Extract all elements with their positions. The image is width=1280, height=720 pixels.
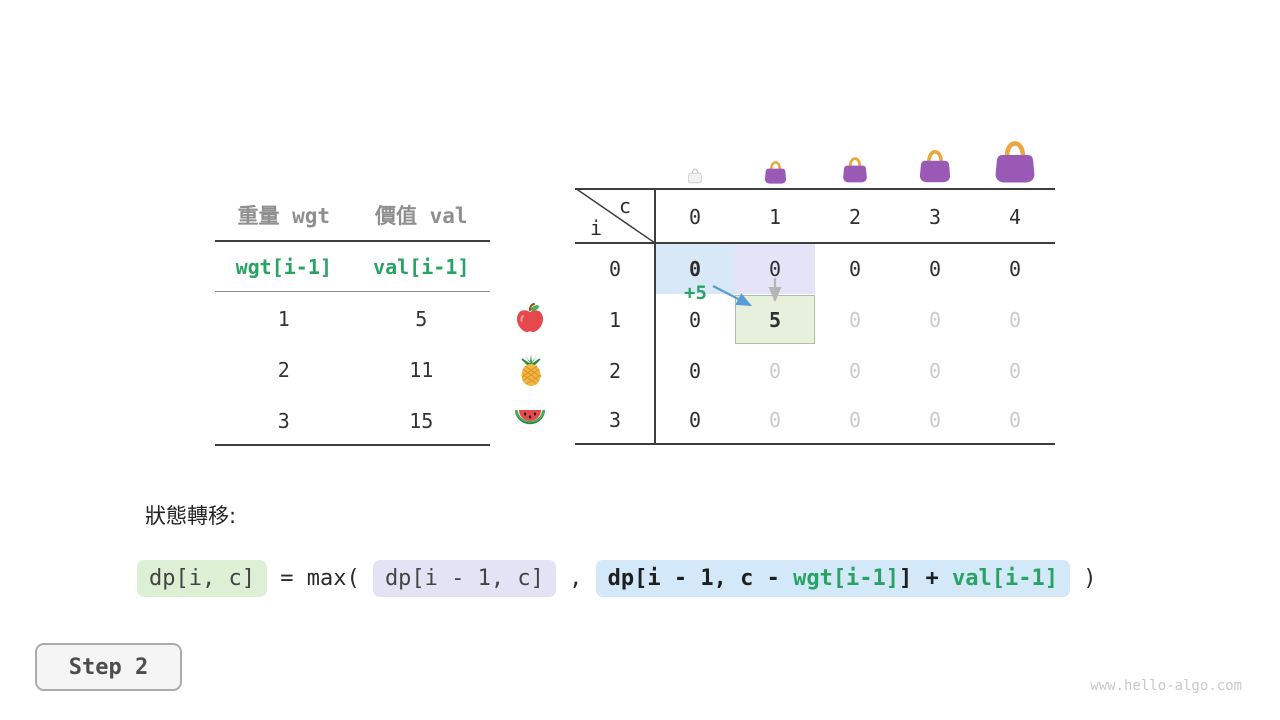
dp-rule-top [575,188,1055,190]
col-header-c4: 4 [1008,205,1022,229]
weight-col-header: 重量 wgt [237,204,331,228]
dp-cell-r3-c0: 0 [688,408,702,432]
dp-cell-r0-c3: 0 [928,257,942,281]
dp-cell-r2-c3: 0 [928,359,942,383]
corner-i-label: i [589,216,603,240]
formula-arg-take-val: val[i-1] [952,566,1058,591]
dp-cell-r2-c2: 0 [848,359,862,383]
take-item-arrow [712,285,752,307]
formula-eq-max: = max( [266,566,373,591]
row-header-i0: 0 [608,257,622,281]
dp-cell-r3-c3: 0 [928,408,942,432]
watermark: www.hello-algo.com [1090,678,1242,694]
dp-rule-bottom [575,443,1055,445]
dp-cell-r0-c4: 0 [1008,257,1022,281]
dp-cell-r0-c0: 0 [688,257,702,281]
formula-lhs: dp[i, c] [137,560,267,597]
table-rule-bottom [215,444,490,446]
item2-weight: 2 [277,357,290,382]
col-header-c0: 0 [688,205,702,229]
weight-value-table: 重量 wgt 價值 val wgt[i-1] val[i-1] 1 5 2 11… [215,190,490,448]
wgt-index-label: wgt[i-1] [235,254,332,279]
table-row: 2 11 [215,344,490,395]
formula-close-paren: ) [1070,566,1097,591]
formula-arg-take-wgt: wgt[i-1] [793,566,900,591]
apple-icon [514,302,546,334]
transition-arrows [712,278,782,307]
pineapple-icon [515,353,547,387]
bag-icon-2 [841,157,869,184]
state-transition-label: 狀態轉移: [145,504,237,528]
formula-arg-take-prefix: dp[i - 1, c - [607,566,794,591]
bag-icon-3 [917,150,953,184]
watermelon-icon [513,406,547,432]
item2-value: 11 [409,357,434,382]
dp-cell-r2-c0: 0 [688,359,702,383]
dp-cell-r1-c2: 0 [848,308,862,332]
table-rule-top [215,240,490,242]
dp-cell-r0-c2: 0 [848,257,862,281]
dp-cell-r1-c3: 0 [928,308,942,332]
corner-c-label: c [618,194,632,218]
item1-weight: 1 [277,306,290,331]
dp-corner-diagonal [575,188,655,243]
dp-rule-vertical [654,188,656,445]
bag-icon-empty [687,168,703,184]
dp-cell-r1-c4: 0 [1008,308,1022,332]
table-row: 3 15 [215,395,490,446]
table-row: 1 5 [215,293,490,344]
formula-arg-take: dp[i - 1, c - wgt[i-1]] + val[i-1] [595,560,1070,597]
bag-icon-4 [992,141,1038,185]
col-header-c1: 1 [768,205,782,229]
dp-cell-r3-c4: 0 [1008,408,1022,432]
dp-cell-r1-c1: 5 [768,308,782,332]
dp-cell-r0-c1: 0 [768,257,782,281]
dp-cell-r2-c4: 0 [1008,359,1022,383]
formula-arg-skip: dp[i - 1, c] [372,560,556,597]
item1-value: 5 [415,306,428,331]
highlight-cell-i0-c0 [656,244,735,294]
dp-cell-r3-c2: 0 [848,408,862,432]
row-header-i2: 2 [608,359,622,383]
step-badge: Step 2 [35,643,182,691]
dp-cell-r2-c1: 0 [768,359,782,383]
row-header-i3: 3 [608,408,622,432]
formula-arg-take-mid: ] + [899,566,953,591]
state-transition-formula: dp[i, c] = max( dp[i - 1, c] , dp[i - 1,… [137,560,1097,597]
dp-rule-header [575,242,1055,244]
value-col-header: 價值 val [374,204,468,228]
plus-five-annotation: +5 [684,282,707,304]
dp-cell-r1-c0: 0 [688,308,702,332]
formula-comma: , [555,566,596,591]
item3-value: 15 [409,408,434,433]
dp-cell-r3-c1: 0 [768,408,782,432]
table-rule-mid [215,291,490,292]
row-header-i1: 1 [608,308,622,332]
val-index-label: val[i-1] [373,254,470,279]
col-header-c3: 3 [928,205,942,229]
col-header-c2: 2 [848,205,862,229]
item3-weight: 3 [277,408,290,433]
bag-icon-1 [763,161,788,185]
